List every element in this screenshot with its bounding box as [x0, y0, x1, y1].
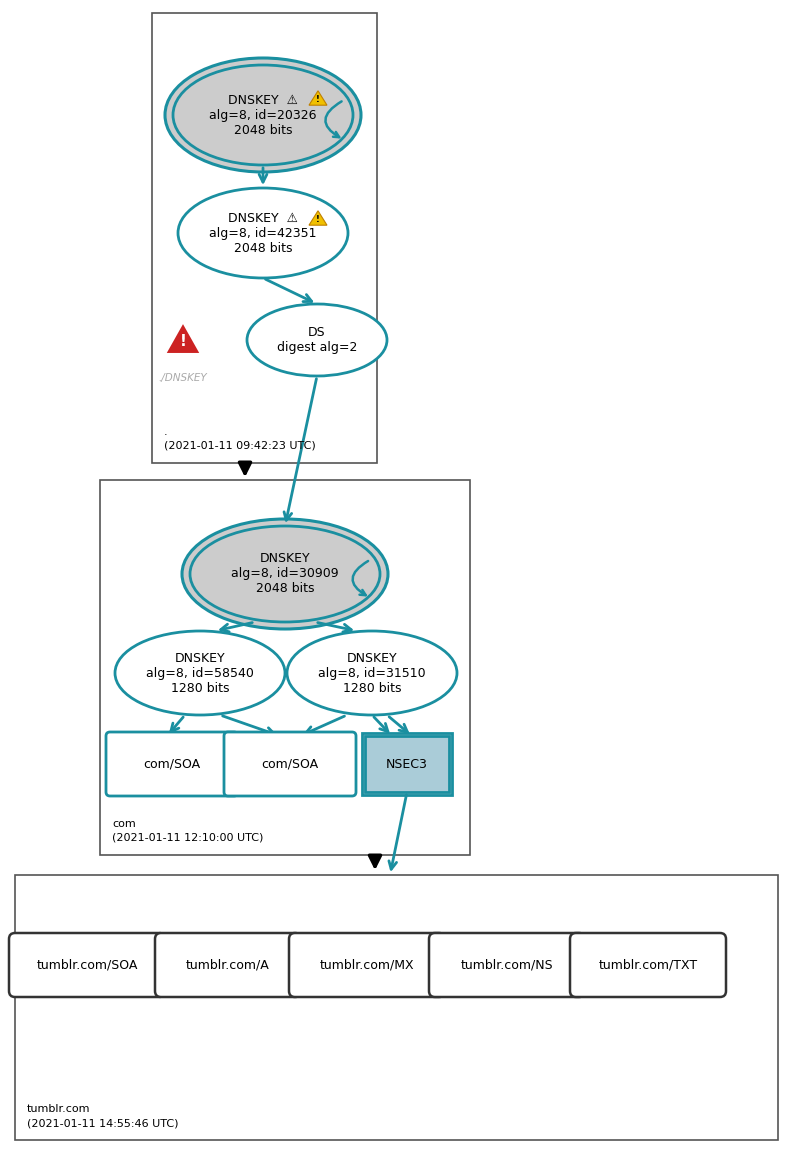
Text: DNSKEY
alg=8, id=31510
1280 bits: DNSKEY alg=8, id=31510 1280 bits — [318, 652, 426, 695]
Polygon shape — [309, 90, 327, 106]
FancyBboxPatch shape — [9, 933, 165, 997]
Text: tumblr.com/A: tumblr.com/A — [186, 958, 270, 972]
Text: (2021-01-11 14:55:46 UTC): (2021-01-11 14:55:46 UTC) — [27, 1118, 178, 1128]
Bar — [152, 13, 377, 463]
Text: com/SOA: com/SOA — [262, 757, 319, 770]
Text: DNSKEY  ⚠
alg=8, id=20326
2048 bits: DNSKEY ⚠ alg=8, id=20326 2048 bits — [209, 94, 316, 136]
Text: tumblr.com/MX: tumblr.com/MX — [320, 958, 414, 972]
Ellipse shape — [173, 65, 353, 166]
FancyBboxPatch shape — [289, 933, 445, 997]
Bar — [100, 480, 470, 855]
Ellipse shape — [178, 188, 348, 278]
Text: DNSKEY
alg=8, id=58540
1280 bits: DNSKEY alg=8, id=58540 1280 bits — [146, 652, 254, 695]
Text: DS
digest alg=2: DS digest alg=2 — [277, 326, 357, 355]
Ellipse shape — [165, 58, 361, 173]
Text: tumblr.com: tumblr.com — [27, 1104, 90, 1114]
Ellipse shape — [287, 630, 457, 715]
Text: ./DNSKEY: ./DNSKEY — [159, 373, 208, 383]
Bar — [362, 733, 452, 795]
Text: DNSKEY
alg=8, id=30909
2048 bits: DNSKEY alg=8, id=30909 2048 bits — [232, 553, 339, 595]
FancyBboxPatch shape — [429, 933, 585, 997]
Bar — [365, 736, 449, 792]
Text: !: ! — [316, 215, 320, 223]
Ellipse shape — [182, 519, 388, 629]
Ellipse shape — [115, 630, 285, 715]
FancyBboxPatch shape — [224, 733, 356, 796]
FancyBboxPatch shape — [155, 933, 301, 997]
Ellipse shape — [247, 304, 387, 376]
Text: DNSKEY  ⚠
alg=8, id=42351
2048 bits: DNSKEY ⚠ alg=8, id=42351 2048 bits — [209, 211, 316, 255]
Text: .: . — [164, 427, 167, 437]
FancyBboxPatch shape — [106, 733, 238, 796]
Text: !: ! — [316, 94, 320, 103]
Text: NSEC3: NSEC3 — [386, 757, 428, 770]
Text: tumblr.com/NS: tumblr.com/NS — [461, 958, 554, 972]
Bar — [15, 875, 778, 1140]
Text: tumblr.com/TXT: tumblr.com/TXT — [599, 958, 698, 972]
Text: (2021-01-11 09:42:23 UTC): (2021-01-11 09:42:23 UTC) — [164, 441, 316, 451]
Text: com: com — [112, 819, 136, 829]
Text: tumblr.com/SOA: tumblr.com/SOA — [36, 958, 138, 972]
Text: com/SOA: com/SOA — [144, 757, 201, 770]
Text: (2021-01-11 12:10:00 UTC): (2021-01-11 12:10:00 UTC) — [112, 834, 263, 843]
Polygon shape — [165, 322, 201, 355]
FancyBboxPatch shape — [570, 933, 726, 997]
Ellipse shape — [190, 526, 380, 622]
Polygon shape — [309, 211, 327, 225]
Text: !: ! — [179, 335, 186, 350]
